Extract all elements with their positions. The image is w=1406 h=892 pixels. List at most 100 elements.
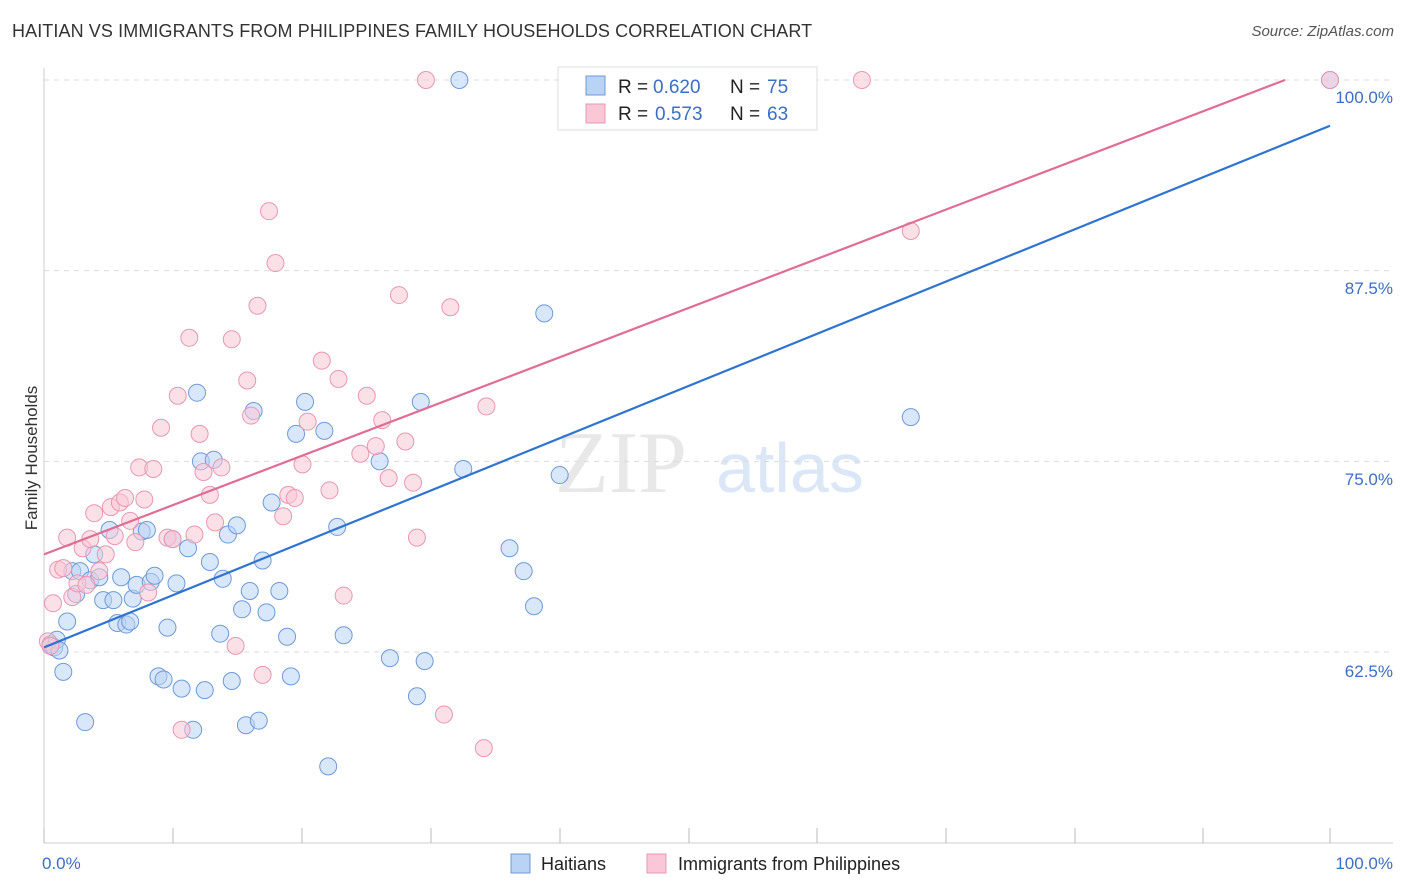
point-haitians-27 <box>154 670 173 689</box>
point-haitians-63 <box>407 687 426 706</box>
y-tick-label-62-5: 62.5% <box>1345 662 1393 681</box>
point-philippines-31 <box>190 424 209 443</box>
point-philippines-12 <box>90 562 109 581</box>
point-haitians-15 <box>104 591 123 610</box>
point-philippines-48 <box>298 412 317 431</box>
point-philippines-24 <box>152 418 171 437</box>
point-philippines-52 <box>334 586 353 605</box>
point-philippines-28 <box>172 720 191 739</box>
point-philippines-60 <box>404 473 423 492</box>
point-philippines-41 <box>253 665 272 684</box>
point-haitians-28 <box>158 618 177 637</box>
point-philippines-27 <box>168 386 187 405</box>
point-philippines-69 <box>1321 71 1339 89</box>
x-tick-label-100: 100.0% <box>1335 854 1393 873</box>
point-philippines-26 <box>163 530 182 549</box>
x-axis-ticks <box>43 828 1331 843</box>
point-philippines-32 <box>194 463 213 482</box>
watermark-atlas: atlas <box>716 429 864 507</box>
point-philippines-4 <box>54 559 73 578</box>
point-philippines-58 <box>389 286 408 305</box>
point-haitians-54 <box>281 667 300 686</box>
legend-bottom-swatch-haitians <box>510 853 531 874</box>
legend-r-label-philippines: R = <box>618 104 648 125</box>
y-tick-label-100: 100.0% <box>1335 88 1393 107</box>
point-philippines-46 <box>285 488 304 507</box>
point-haitians-9 <box>76 713 95 732</box>
y-tick-label-87-5: 87.5% <box>1345 279 1393 298</box>
legend-n-label-haitians: N = <box>730 77 760 98</box>
legend-r-value-philippines: 0.573 <box>655 104 703 125</box>
point-philippines-9 <box>77 575 96 594</box>
point-philippines-23 <box>144 459 163 478</box>
point-haitians-65 <box>415 652 434 671</box>
trend-line-haitians <box>43 124 1331 649</box>
point-haitians-30 <box>167 574 186 593</box>
point-haitians-73 <box>901 408 920 427</box>
point-philippines-63 <box>434 705 453 724</box>
point-philippines-44 <box>274 507 293 526</box>
y-axis-label: Family Households <box>22 386 41 531</box>
point-haitians-4 <box>54 662 73 681</box>
point-haitians-17 <box>112 568 131 587</box>
legend-bottom: Haitians Immigrants from Philippines <box>510 853 900 874</box>
point-haitians-5 <box>58 612 77 631</box>
point-haitians-42 <box>222 671 241 690</box>
point-philippines-36 <box>222 330 241 349</box>
point-haitians-36 <box>195 681 214 700</box>
point-philippines-62 <box>416 71 435 89</box>
legend-r-label-haitians: R = <box>618 77 648 98</box>
point-philippines-37 <box>226 636 245 655</box>
legend-bottom-swatch-philippines <box>646 853 667 874</box>
legend-n-label-philippines: N = <box>730 104 760 125</box>
point-haitians-72 <box>535 304 554 323</box>
point-philippines-67 <box>852 71 871 89</box>
point-philippines-39 <box>242 406 261 425</box>
point-haitians-69 <box>514 562 533 581</box>
point-philippines-61 <box>407 528 426 547</box>
trend-line-philippines <box>43 78 1286 556</box>
point-haitians-34 <box>188 383 207 402</box>
point-haitians-58 <box>319 757 338 776</box>
point-philippines-30 <box>185 525 204 544</box>
watermark: ZIP atlas <box>555 415 864 512</box>
point-philippines-13 <box>96 545 115 564</box>
point-haitians-60 <box>334 626 353 645</box>
legend-swatch-philippines <box>585 103 606 124</box>
point-philippines-29 <box>180 328 199 347</box>
point-haitians-57 <box>315 421 334 440</box>
series-haitians-points <box>41 71 1339 776</box>
point-haitians-48 <box>249 711 268 730</box>
legend-r-value-haitians: 0.620 <box>653 77 701 98</box>
point-haitians-71 <box>550 466 569 485</box>
point-haitians-50 <box>257 603 276 622</box>
point-haitians-46 <box>240 581 259 600</box>
legend-n-value-philippines: 63 <box>767 104 788 125</box>
point-philippines-64 <box>441 298 460 317</box>
point-philippines-40 <box>248 296 267 315</box>
legend-swatch-haitians <box>585 75 606 96</box>
watermark-zip: ZIP <box>555 415 687 512</box>
legend-bottom-label-haitians: Haitians <box>541 854 606 874</box>
point-philippines-57 <box>379 469 398 488</box>
point-haitians-31 <box>172 679 191 698</box>
point-haitians-37 <box>200 553 219 572</box>
point-philippines-42 <box>260 202 279 221</box>
point-haitians-53 <box>278 627 297 646</box>
gridlines <box>44 79 1393 653</box>
point-philippines-11 <box>85 504 104 523</box>
point-haitians-51 <box>262 493 281 512</box>
point-haitians-61 <box>370 452 389 471</box>
point-philippines-54 <box>357 386 376 405</box>
point-haitians-23 <box>137 520 156 539</box>
point-philippines-17 <box>116 488 135 507</box>
point-haitians-55 <box>287 424 306 443</box>
source-credit: Source: ZipAtlas.com <box>1251 23 1394 40</box>
point-philippines-2 <box>44 594 63 613</box>
point-philippines-66 <box>474 739 493 758</box>
point-haitians-25 <box>145 566 164 585</box>
point-haitians-44 <box>233 600 252 619</box>
y-tick-label-75: 75.0% <box>1345 470 1393 489</box>
point-philippines-19 <box>126 533 145 552</box>
